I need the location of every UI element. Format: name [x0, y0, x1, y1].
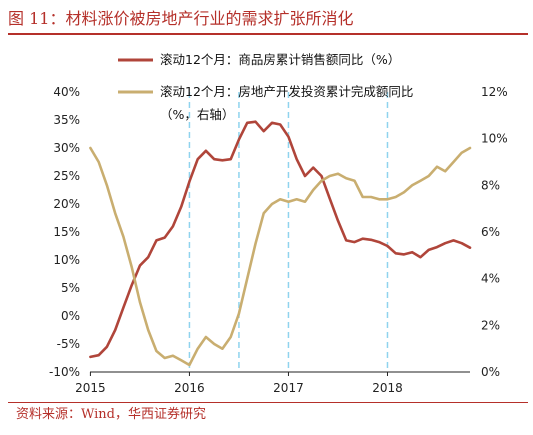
left-tick-label: 0% — [61, 309, 80, 323]
x-axis-ticks: 2015 2016 2017 2018 — [75, 372, 403, 395]
figure-title: 图 11：材料涨价被房地产行业的需求扩张所消化 — [8, 9, 354, 28]
vertical-guides — [188, 92, 389, 372]
left-tick-label: 20% — [53, 197, 80, 211]
left-tick-label: -5% — [57, 337, 80, 351]
x-tick-label: 2016 — [174, 381, 205, 395]
left-tick-label: 35% — [53, 113, 80, 127]
left-tick-label: 30% — [53, 141, 80, 155]
title-rule — [8, 33, 528, 35]
legend: 滚动12个月：商品房累计销售额同比（%） 滚动12个月：房地产开发投资累计完成额… — [118, 52, 413, 122]
left-tick-label: 10% — [53, 253, 80, 267]
legend-label-investment-line2: （%，右轴） — [160, 107, 234, 122]
series-line-sales — [89, 120, 472, 359]
legend-label-sales: 滚动12个月：商品房累计销售额同比（%） — [160, 52, 400, 67]
right-axis-ticks: 12% 10% 8% 6% 4% 2% 0% — [481, 85, 508, 379]
source-note: 资料来源：Wind，华西证券研究 — [16, 407, 206, 422]
left-tick-label: 40% — [53, 85, 80, 99]
left-tick-label: 15% — [53, 225, 80, 239]
right-tick-label: 8% — [481, 178, 500, 192]
legend-label-investment: 滚动12个月：房地产开发投资累计完成额同比 — [160, 84, 413, 99]
x-tick-label: 2018 — [372, 381, 403, 395]
right-tick-label: 10% — [481, 132, 508, 146]
left-tick-label: 25% — [53, 169, 80, 183]
x-tick-label: 2017 — [273, 381, 304, 395]
right-tick-label: 12% — [481, 85, 508, 99]
left-tick-label: -10% — [49, 365, 80, 379]
source-rule — [8, 402, 528, 403]
right-tick-label: 0% — [481, 365, 500, 379]
right-tick-label: 6% — [481, 225, 500, 239]
series-line-investment — [89, 146, 472, 367]
series-lines — [89, 120, 472, 367]
chart-svg: 40% 35% 30% 25% 20% 15% 10% 5% 0% -5% -10% 12% 10% 8… — [49, 52, 508, 395]
x-tick-label: 2015 — [75, 381, 106, 395]
right-tick-label: 2% — [481, 318, 500, 332]
left-axis-ticks: 40% 35% 30% 25% 20% 15% 10% 5% 0% -5% -10% — [49, 85, 80, 379]
right-tick-label: 4% — [481, 272, 500, 286]
left-tick-label: 5% — [61, 281, 80, 295]
